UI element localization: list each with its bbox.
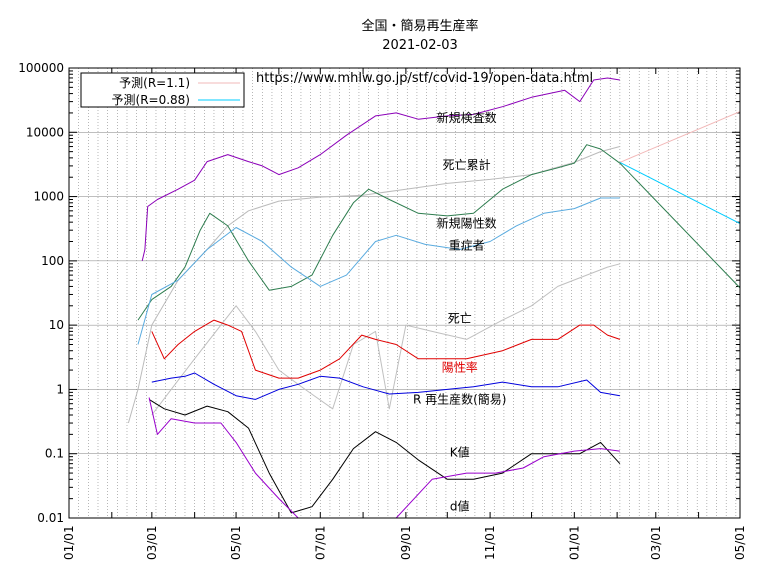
series-line-0 <box>619 111 740 163</box>
series-label-8: R 再生産数(簡易) <box>413 392 507 407</box>
y-tick-label: 100 <box>41 254 64 268</box>
series-label-10: d値 <box>450 499 470 514</box>
series-lines <box>127 77 740 518</box>
x-tick-label: 07/01 <box>313 525 327 560</box>
series-label-9: K値 <box>450 445 470 460</box>
chart-subtitle: 2021-02-03 <box>382 38 458 53</box>
x-tick-label: 01/01 <box>567 525 581 560</box>
series-line-5 <box>137 197 620 345</box>
chart-title: 全国・簡易再生産率 <box>361 18 478 34</box>
x-tick-label: 01/01 <box>62 525 76 560</box>
y-axis: 0.01 0.1 1 10 100 1000 10000 100000 <box>18 61 740 525</box>
legend-box <box>80 72 245 108</box>
series-line-2 <box>141 77 620 262</box>
x-tick-label: 09/01 <box>399 525 413 560</box>
legend-label-0: 予測(R=1.1) <box>119 76 190 90</box>
source-url: https://www.mhlw.go.jp/stf/covid-19/open… <box>256 71 593 86</box>
series-line-10 <box>148 397 620 518</box>
x-tick-label: 05/01 <box>229 525 243 560</box>
series-label-4: 新規陽性数 <box>437 216 497 231</box>
series-label-3: 死亡累計 <box>443 157 491 172</box>
y-tick-label: 100000 <box>18 61 64 75</box>
series-line-9 <box>148 398 621 514</box>
series-label-2: 新規検査数 <box>437 110 497 125</box>
series-line-1 <box>619 161 740 225</box>
y-tick-label: 1000 <box>33 190 64 204</box>
series-line-7 <box>151 319 621 379</box>
grid <box>68 67 740 519</box>
legend-label-1: 予測(R=0.88) <box>112 93 190 107</box>
series-label-5: 重症者 <box>449 238 485 253</box>
x-tick-label: 11/01 <box>483 525 497 560</box>
y-tick-label: 0.01 <box>37 511 64 525</box>
y-tick-label: 10 <box>49 318 64 332</box>
legend: 予測(R=1.1) 予測(R=0.88) <box>80 72 245 108</box>
series-line-6 <box>151 263 621 416</box>
series-line-8 <box>151 372 620 400</box>
y-tick-label: 10000 <box>26 125 64 139</box>
x-axis: 01/01 03/01 05/01 07/01 09/01 11/01 01/01 03/01… <box>62 68 747 560</box>
x-tick-label: 05/01 <box>733 525 747 560</box>
y-tick-label: 1 <box>56 382 64 396</box>
x-tick-label: 03/01 <box>649 525 663 560</box>
plot-frame <box>68 67 741 519</box>
x-tick-label: 03/01 <box>145 525 159 560</box>
y-tick-label: 0.1 <box>45 447 64 461</box>
series-line-4 <box>137 144 740 321</box>
series-label-7: 陽性率 <box>442 360 478 375</box>
series-label-6: 死亡 <box>448 311 472 325</box>
series-line-3 <box>127 146 621 424</box>
